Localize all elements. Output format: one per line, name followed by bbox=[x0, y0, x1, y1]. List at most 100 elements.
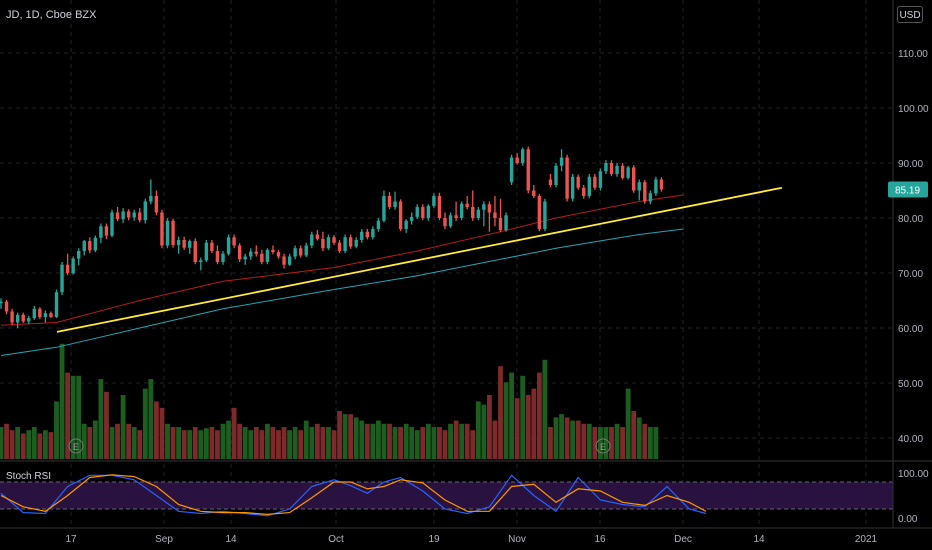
candle bbox=[360, 229, 364, 243]
candle-body bbox=[93, 237, 98, 251]
volume-bar bbox=[531, 388, 537, 459]
volume-bar bbox=[220, 423, 226, 459]
candle bbox=[570, 174, 575, 202]
candle-body bbox=[659, 179, 664, 190]
candle-body bbox=[43, 313, 48, 317]
candle-body bbox=[515, 157, 519, 163]
volume-bar bbox=[598, 427, 603, 459]
volume-bar bbox=[20, 433, 26, 459]
candle-body bbox=[509, 157, 514, 183]
candle-body bbox=[348, 237, 353, 247]
rsi-tick-label: 0.00 bbox=[898, 514, 918, 525]
candle bbox=[154, 190, 159, 216]
candle-body bbox=[226, 237, 231, 254]
candle bbox=[299, 245, 303, 258]
candle bbox=[65, 253, 70, 276]
volume-bar bbox=[548, 427, 553, 459]
candle-body bbox=[437, 196, 442, 218]
candle-body bbox=[615, 165, 619, 174]
candle-body bbox=[121, 211, 125, 220]
time-tick-label: Sep bbox=[155, 534, 173, 545]
candle-body bbox=[593, 176, 597, 188]
volume-bar bbox=[331, 430, 337, 459]
candle bbox=[249, 248, 253, 260]
volume-bar bbox=[137, 430, 143, 459]
candle bbox=[282, 253, 286, 269]
candle-body bbox=[49, 313, 53, 317]
volume-bar bbox=[542, 359, 548, 459]
symbol-title: JD, 1D, Cboe BZX bbox=[6, 9, 97, 21]
candle bbox=[77, 248, 81, 266]
volume-bar bbox=[348, 414, 354, 459]
candle bbox=[504, 212, 508, 232]
candle bbox=[21, 312, 25, 324]
candle-body bbox=[77, 251, 81, 259]
candle-body bbox=[38, 308, 42, 317]
candle bbox=[237, 243, 242, 262]
candle bbox=[471, 190, 475, 221]
candle bbox=[509, 154, 514, 185]
volume-bar bbox=[514, 398, 520, 459]
volume-bar bbox=[154, 401, 159, 459]
candle bbox=[110, 209, 114, 238]
time-tick-label: 19 bbox=[428, 534, 440, 545]
volume-bar bbox=[203, 428, 209, 459]
candle-body bbox=[643, 182, 647, 202]
candle bbox=[315, 230, 320, 241]
candle bbox=[593, 174, 597, 190]
price-tick-label: 40.00 bbox=[898, 434, 923, 445]
volume-bar bbox=[559, 414, 564, 459]
candle bbox=[526, 146, 530, 194]
candle-body bbox=[604, 163, 608, 172]
candle bbox=[260, 249, 264, 265]
candle-body bbox=[632, 167, 636, 191]
candle bbox=[332, 235, 336, 245]
candle bbox=[176, 236, 181, 254]
volume-bar bbox=[215, 430, 220, 459]
candle-body bbox=[493, 212, 497, 218]
volume-bar bbox=[614, 423, 620, 459]
volume-bar bbox=[603, 427, 609, 459]
candle-body bbox=[548, 179, 553, 185]
candle bbox=[143, 198, 147, 224]
volume-bar bbox=[631, 411, 637, 459]
volume-bar bbox=[181, 430, 187, 459]
candle-body bbox=[132, 212, 136, 218]
candle-body bbox=[332, 237, 336, 243]
rsi-band bbox=[0, 482, 893, 509]
candle-body bbox=[88, 241, 92, 251]
candle-body bbox=[260, 253, 264, 262]
candle-body bbox=[504, 215, 508, 231]
candle-body bbox=[138, 212, 142, 221]
candle bbox=[426, 204, 431, 221]
volume-bar bbox=[414, 430, 420, 459]
candle-body bbox=[0, 301, 3, 304]
candle bbox=[165, 218, 170, 249]
volume-bar bbox=[298, 430, 304, 459]
candle-body bbox=[554, 165, 558, 185]
volume-bar bbox=[520, 375, 526, 459]
candle bbox=[632, 165, 636, 193]
currency-button[interactable]: USD bbox=[897, 6, 923, 23]
candle-body bbox=[598, 171, 603, 188]
candle-body bbox=[498, 218, 503, 231]
candle-body bbox=[587, 176, 591, 196]
candle-body bbox=[482, 204, 486, 210]
stoch-k-line bbox=[0, 474, 707, 517]
candle-body bbox=[104, 226, 109, 236]
candle bbox=[548, 174, 553, 188]
candlesticks bbox=[0, 146, 664, 328]
candle bbox=[654, 176, 658, 196]
volume-bar bbox=[625, 388, 631, 459]
candle bbox=[404, 219, 408, 233]
candle-body bbox=[426, 205, 431, 218]
candle bbox=[126, 209, 131, 221]
moving-averages bbox=[0, 194, 684, 356]
candle bbox=[32, 306, 36, 320]
candle-body bbox=[254, 251, 258, 254]
ma-short-line bbox=[0, 194, 684, 326]
volume-bar bbox=[475, 401, 481, 459]
candle bbox=[609, 160, 614, 177]
